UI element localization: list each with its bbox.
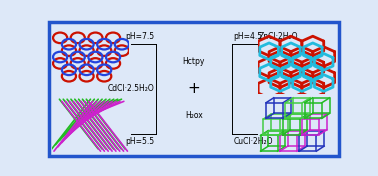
Text: ZnCl·2H₂O: ZnCl·2H₂O [258, 32, 297, 41]
Text: H₂ox: H₂ox [185, 111, 203, 121]
Text: +: + [187, 81, 200, 96]
Text: pH=5.5: pH=5.5 [125, 137, 154, 146]
Text: CdCl·2.5H₂O: CdCl·2.5H₂O [107, 84, 154, 93]
Text: pH=4.5: pH=4.5 [233, 32, 262, 41]
Text: pH=7.5: pH=7.5 [125, 32, 154, 41]
Text: CuCl·2H₂O: CuCl·2H₂O [233, 137, 273, 146]
Text: Hctpy: Hctpy [183, 57, 205, 66]
